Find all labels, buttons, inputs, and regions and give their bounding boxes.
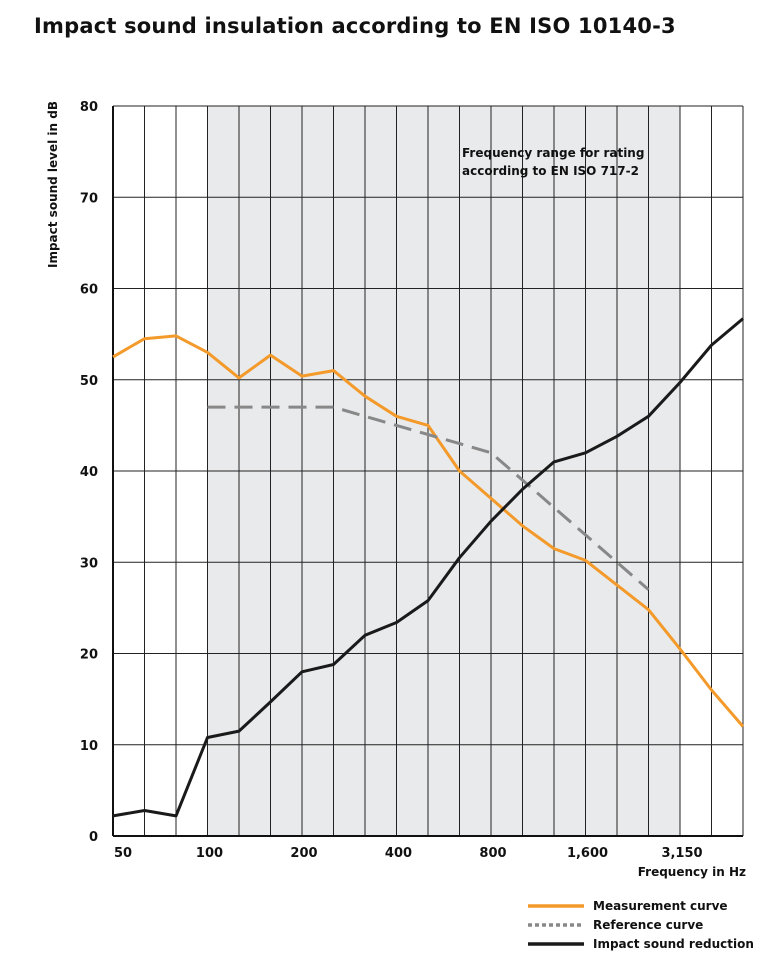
rating-range-annotation: according to EN ISO 717-2 <box>462 164 639 178</box>
y-tick-label: 40 <box>80 465 98 480</box>
y-tick-label: 30 <box>80 556 98 571</box>
x-tick-label: 50 <box>114 846 132 861</box>
legend-label-measurement: Measurement curve <box>593 899 728 913</box>
reference-curve <box>207 405 650 591</box>
y-tick-label: 80 <box>80 100 98 115</box>
rating-range-annotation: Frequency range for rating <box>462 146 644 160</box>
legend-label-reduction: Impact sound reduction <box>593 937 754 951</box>
x-tick-label: 400 <box>385 846 412 861</box>
y-tick-label: 10 <box>80 739 98 754</box>
x-tick-label: 1,600 <box>567 846 608 861</box>
measurement-curve <box>112 334 745 728</box>
y-tick-label: 50 <box>80 374 98 389</box>
x-tick-label: 200 <box>290 846 317 861</box>
reduction-curve <box>112 317 744 818</box>
x-tick-label: 3,150 <box>661 846 702 861</box>
chart-title: Impact sound insulation according to EN … <box>34 14 676 38</box>
y-tick-label: 20 <box>80 648 98 663</box>
y-tick-label: 0 <box>89 830 98 845</box>
y-tick-label: 60 <box>80 283 98 298</box>
y-tick-label: 70 <box>80 191 98 206</box>
x-tick-label: 800 <box>479 846 506 861</box>
legend-label-reference: Reference curve <box>593 918 703 932</box>
x-tick-label: 100 <box>196 846 223 861</box>
x-axis-label: Frequency in Hz <box>638 865 746 879</box>
